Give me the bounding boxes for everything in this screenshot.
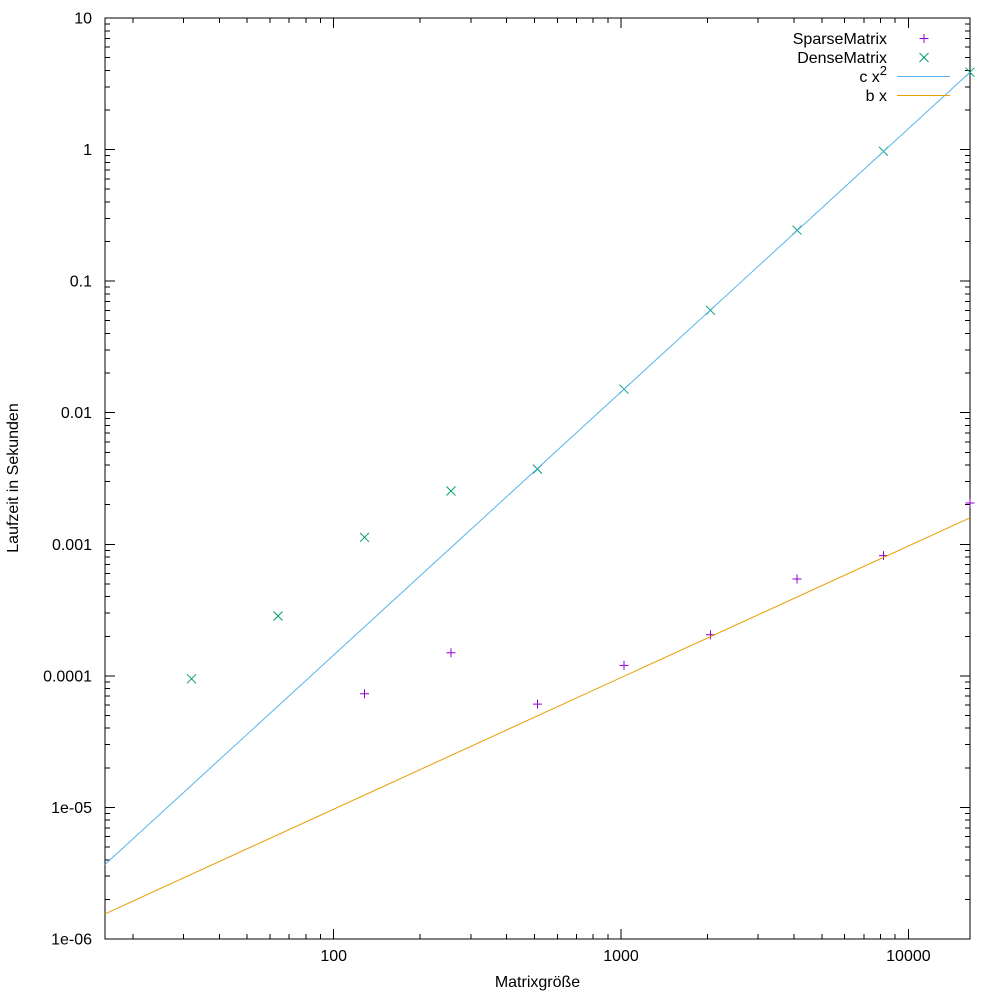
legend-label-b-x: b x [866,88,887,105]
y-tick-label: 10 [74,11,92,28]
x-tick-label: 100 [320,948,347,965]
y-axis-label: Laufzeit in Sekunden [5,403,22,553]
y-tick-label: 0.001 [52,537,92,554]
major-ticks [105,17,970,940]
x-axis-label: Matrixgröße [494,974,581,991]
x-tick-label: 10000 [886,948,931,965]
legend-marker-densematrix [919,52,929,63]
y-tick-labels: 10 1 0.1 0.01 0.001 0.0001 1e-05 1e-06 [43,11,92,949]
x-tick-label: 1000 [603,948,639,965]
series-sparsematrix-points [360,498,975,709]
series-b-x-line [104,517,971,915]
legend-marker-sparsematrix [919,34,929,43]
y-tick-label: 0.1 [70,274,92,291]
series-densematrix-points [186,67,975,684]
x-tick-labels: 100 1000 10000 [320,948,930,965]
y-tick-label: 0.01 [61,405,92,422]
y-tick-label: 1e-06 [51,932,92,949]
legend-label-sparsematrix: SparseMatrix [793,31,887,48]
plot-border [104,17,971,940]
legend-label-densematrix: DenseMatrix [797,50,887,67]
y-tick-label: 1 [83,142,92,159]
minor-ticks [105,18,970,939]
series-c-x-line [104,71,971,865]
y-tick-label: 1e-05 [51,800,92,817]
y-tick-label: 0.0001 [43,668,92,685]
